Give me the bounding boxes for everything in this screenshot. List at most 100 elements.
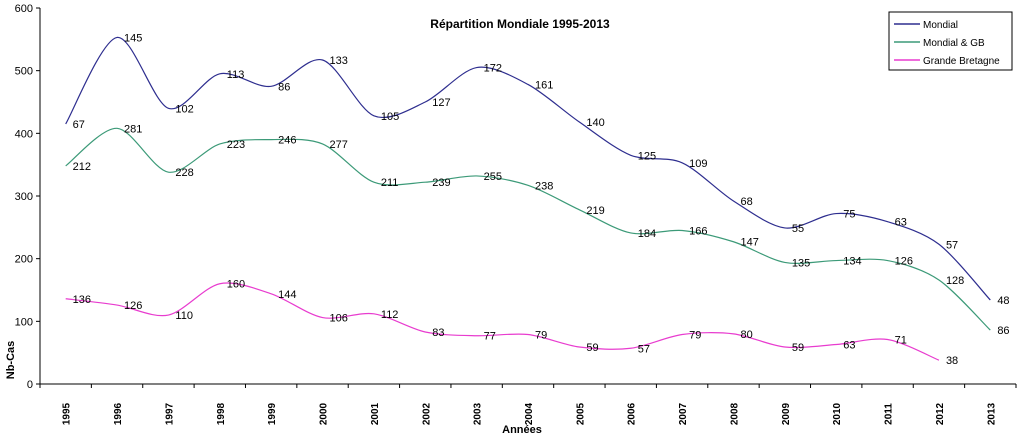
data-label: 86 [997,325,1009,337]
y-tick-label: 300 [15,191,33,203]
data-label: 219 [586,205,604,217]
data-label: 80 [740,329,752,341]
data-label: 55 [792,223,804,235]
x-tick-label: 2008 [729,402,740,425]
x-tick-label: 2003 [473,402,484,425]
data-label: 134 [843,256,861,268]
data-label: 127 [432,97,450,109]
legend-label: Mondial [923,20,958,31]
data-label: 63 [843,340,855,352]
data-label: 59 [792,342,804,354]
y-tick-label: 400 [15,128,33,140]
legend-label: Mondial & GB [923,38,985,49]
x-tick-label: 2005 [575,402,586,425]
series-line [65,36,991,301]
x-tick-label: 1997 [164,402,175,425]
data-label: 71 [895,335,907,347]
chart-title: Répartition Mondiale 1995-2013 [430,17,610,31]
data-label: 184 [638,228,656,240]
data-label: 144 [278,289,296,301]
data-label: 126 [124,300,142,312]
data-label: 145 [124,32,142,44]
x-tick-label: 2010 [832,402,843,425]
y-tick-label: 600 [15,3,33,15]
data-labels: 67 145 102 113 86 133 105 127 172 161 140 125 109 68 5… [73,32,1010,367]
series-line [65,127,991,331]
data-label: 67 [73,119,85,131]
data-label: 212 [73,161,91,173]
data-label: 277 [330,139,348,151]
data-label: 160 [227,279,245,291]
x-tick-label: 2001 [370,402,381,425]
y-tick-label: 500 [15,66,33,78]
data-label: 228 [175,167,193,179]
legend: Mondial Mondial & GB Grande Bretagne [888,11,1013,71]
data-label: 83 [432,327,444,339]
data-label: 109 [689,158,707,170]
x-tick-label: 2002 [421,402,432,425]
data-label: 105 [381,111,399,123]
data-label: 238 [535,180,553,192]
legend-label: Grande Bretagne [923,56,1000,67]
y-axis-title: Nb-Cas [5,341,17,380]
data-label: 246 [278,135,296,147]
data-label: 128 [946,275,964,287]
data-label: 223 [227,139,245,151]
data-label: 48 [997,295,1009,307]
data-label: 79 [689,329,701,341]
x-tick-label: 1995 [62,402,73,425]
data-label: 239 [432,177,450,189]
data-label: 255 [484,171,502,183]
data-label: 77 [484,331,496,343]
x-tick-label: 2009 [781,402,792,425]
data-label: 161 [535,79,553,91]
data-label: 166 [689,225,707,237]
x-tick-label: 2013 [986,402,997,425]
data-label: 113 [227,69,245,81]
x-tick-label: 2012 [935,402,946,425]
data-label: 281 [124,123,142,135]
x-tick-label: 1999 [267,402,278,425]
data-label: 63 [895,217,907,229]
data-label: 86 [278,81,290,93]
data-label: 59 [586,342,598,354]
data-label: 38 [946,355,958,367]
x-axis-title: Années [502,424,542,436]
data-label: 211 [381,177,399,189]
series-line [65,282,940,361]
y-tick-label: 100 [15,316,33,328]
data-label: 135 [792,257,810,269]
data-label: 125 [638,150,656,162]
data-label: 106 [330,313,348,325]
data-label: 68 [740,196,752,208]
x-tick-label: 2006 [627,402,638,425]
legend-items: Mondial Mondial & GB Grande Bretagne [894,20,1000,67]
x-tick-label: 2007 [678,402,689,425]
data-label: 136 [73,294,91,306]
data-label: 75 [843,209,855,221]
x-tick-label: 2004 [524,402,535,425]
y-tick-label: 0 [27,379,33,391]
data-label: 147 [740,237,758,249]
data-label: 112 [381,309,399,321]
y-axis-ticks: 0 100 200 300 400 500 600 [15,3,40,391]
x-tick-label: 1998 [216,402,227,425]
x-axis-ticks: 1995 1996 1997 1998 1999 2000 2001 2002 2003 2004… [39,384,1017,425]
data-label: 57 [638,343,650,355]
data-label: 133 [330,55,348,67]
x-tick-label: 2000 [319,402,330,425]
x-tick-label: 1996 [113,402,124,425]
data-label: 140 [586,117,604,129]
data-label: 172 [484,63,502,75]
x-tick-label: 2011 [884,403,895,425]
data-label: 102 [175,103,193,115]
data-label: 79 [535,329,547,341]
data-label: 126 [895,256,913,268]
data-label: 110 [175,310,193,322]
axes [39,8,1016,385]
data-label: 57 [946,239,958,251]
series-lines [65,36,991,361]
y-tick-label: 200 [15,254,33,266]
